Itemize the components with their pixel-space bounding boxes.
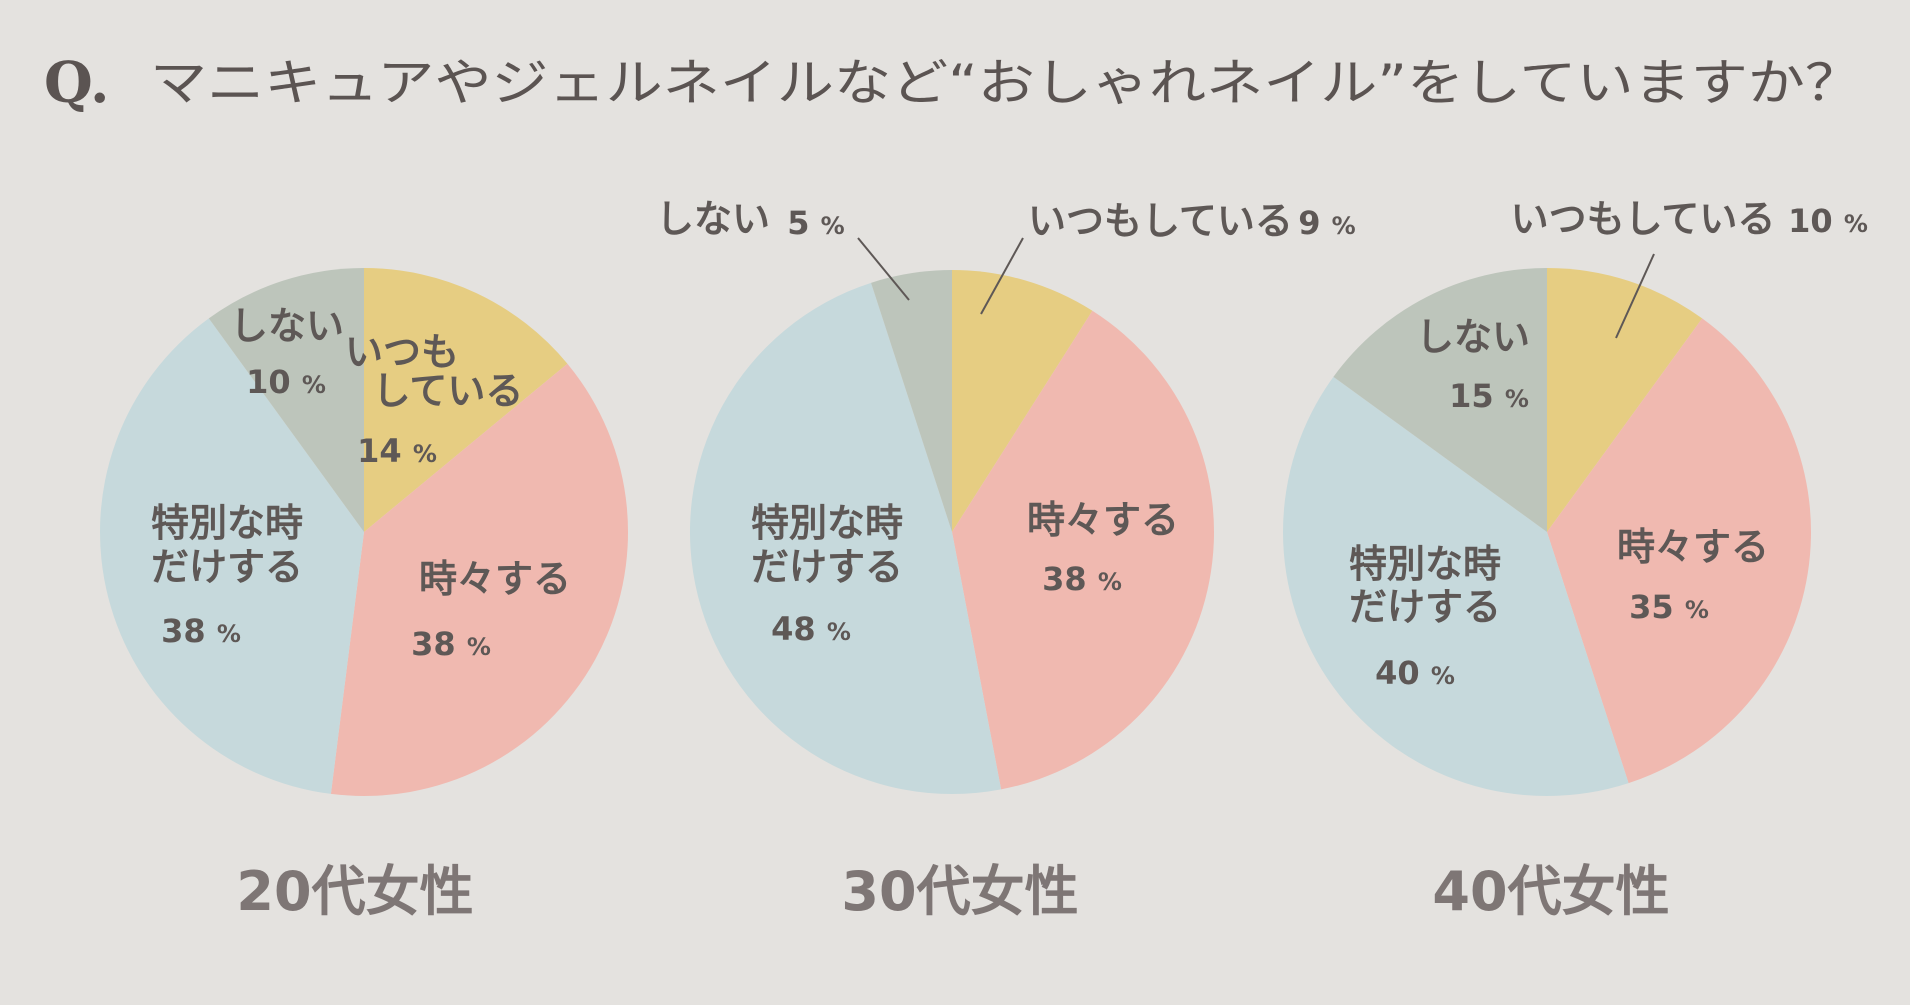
pie-slice-always bbox=[1547, 268, 1703, 532]
slice-percent-sometimes: 35 % bbox=[1629, 588, 1709, 626]
slice-label-special-occasions: 特別な時 bbox=[1349, 542, 1501, 586]
pie-slice-always bbox=[952, 270, 1093, 532]
slice-label-sometimes: 時々する bbox=[1027, 498, 1179, 542]
percent-value: 48 bbox=[771, 610, 827, 648]
slice-label-sometimes: 時々する bbox=[419, 557, 571, 601]
slice-label-special-occasions: だけする bbox=[1349, 585, 1501, 629]
leader-line-never bbox=[857, 237, 910, 301]
slice-percent-always: 9 % bbox=[1298, 204, 1355, 242]
slice-percent-never: 5 % bbox=[787, 204, 844, 242]
percent-unit: % bbox=[1098, 568, 1122, 596]
slice-percent-sometimes: 38 % bbox=[1042, 560, 1122, 598]
percent-unit: % bbox=[827, 618, 851, 646]
chart-title: 40代女性 bbox=[1432, 860, 1669, 923]
pie-slice-special-occasions bbox=[99, 318, 365, 794]
leader-line-always bbox=[1615, 253, 1655, 339]
percent-value: 5 bbox=[787, 204, 820, 242]
slice-label-special-occasions: 特別な時 bbox=[751, 501, 903, 545]
chart-title: 20代女性 bbox=[236, 860, 473, 923]
percent-value: 10 bbox=[1788, 202, 1844, 240]
percent-unit: % bbox=[1685, 596, 1709, 624]
percent-value: 9 bbox=[1298, 204, 1331, 242]
chart-title: 30代女性 bbox=[841, 860, 1078, 923]
slice-label-always: いつも bbox=[345, 330, 459, 374]
percent-value: 38 bbox=[1042, 560, 1098, 598]
percent-unit: % bbox=[821, 212, 845, 240]
slice-label-special-occasions: 特別な時 bbox=[151, 501, 303, 545]
pie-slice-sometimes bbox=[330, 363, 629, 797]
slice-percent-never: 15 % bbox=[1449, 377, 1529, 415]
percent-value: 35 bbox=[1629, 588, 1685, 626]
percent-unit: % bbox=[1844, 210, 1868, 238]
slice-label-special-occasions: だけする bbox=[151, 545, 303, 589]
percent-value: 15 bbox=[1449, 377, 1505, 415]
percent-unit: % bbox=[413, 440, 437, 468]
slice-percent-always: 10 % bbox=[1788, 202, 1868, 240]
pie-slice-special-occasions bbox=[1282, 376, 1629, 797]
slice-percent-sometimes: 38 % bbox=[411, 625, 491, 663]
percent-value: 10 bbox=[246, 363, 302, 401]
slice-label-always: いつもしている bbox=[1511, 197, 1776, 241]
question-prefix: Q. bbox=[44, 50, 110, 116]
percent-value: 38 bbox=[161, 612, 217, 650]
slice-label-always: いつもしている bbox=[1028, 199, 1293, 243]
slice-label-sometimes: 時々する bbox=[1617, 525, 1769, 569]
percent-value: 14 bbox=[357, 432, 413, 470]
percent-unit: % bbox=[1332, 212, 1356, 240]
pie-slice-sometimes bbox=[1547, 318, 1812, 784]
percent-value: 38 bbox=[411, 625, 467, 663]
slice-label-never: しない bbox=[656, 197, 770, 241]
slice-percent-special-occasions: 40 % bbox=[1375, 654, 1455, 692]
pie-slice-always bbox=[364, 267, 568, 532]
percent-value: 40 bbox=[1375, 654, 1431, 692]
slice-label-special-occasions: だけする bbox=[751, 545, 903, 589]
leader-line-always bbox=[980, 237, 1024, 315]
percent-unit: % bbox=[1431, 662, 1455, 690]
percent-unit: % bbox=[1505, 385, 1529, 413]
pie-slice-never bbox=[1333, 268, 1547, 532]
slice-label-never: しない bbox=[230, 304, 344, 348]
slice-percent-never: 10 % bbox=[246, 363, 326, 401]
slice-label-never: しない bbox=[1416, 315, 1530, 359]
pie-slice-special-occasions bbox=[689, 282, 1002, 795]
slice-percent-special-occasions: 38 % bbox=[161, 612, 241, 650]
pie-slice-never bbox=[208, 268, 364, 532]
slice-percent-always: 14 % bbox=[357, 432, 437, 470]
percent-unit: % bbox=[467, 633, 491, 661]
percent-unit: % bbox=[302, 371, 326, 399]
slice-label-always: している bbox=[373, 369, 524, 413]
pie-slice-sometimes bbox=[952, 310, 1214, 790]
pie-slice-never bbox=[871, 270, 952, 532]
question-text: マニキュアやジェルネイルなど“おしゃれネイル”をしていますか？ bbox=[150, 54, 1862, 112]
slice-percent-special-occasions: 48 % bbox=[771, 610, 851, 648]
percent-unit: % bbox=[217, 620, 241, 648]
